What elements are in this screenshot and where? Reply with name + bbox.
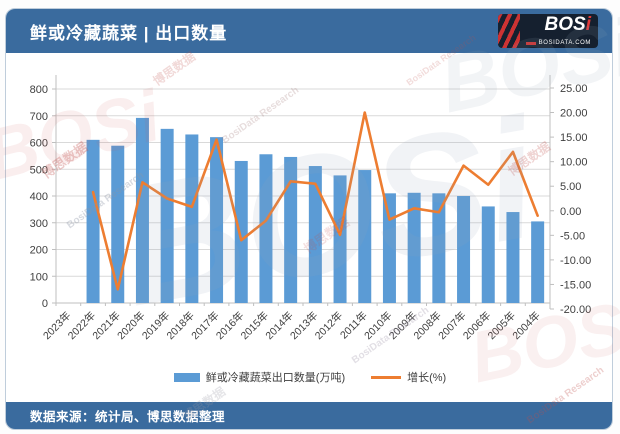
svg-text:800: 800 xyxy=(30,84,48,96)
footer: 数据来源：统计局、博思数据整理 xyxy=(6,402,612,429)
svg-text:100: 100 xyxy=(30,271,48,283)
svg-text:25.00: 25.00 xyxy=(560,83,588,95)
svg-text:-20.00: -20.00 xyxy=(560,304,591,316)
svg-text:5.00: 5.00 xyxy=(560,181,581,193)
svg-text:2004年: 2004年 xyxy=(510,309,543,342)
svg-text:500: 500 xyxy=(30,164,48,176)
svg-text:700: 700 xyxy=(30,111,48,123)
legend-line-swatch-icon xyxy=(371,375,402,379)
logo-stripes-icon xyxy=(498,14,520,48)
svg-text:2012年: 2012年 xyxy=(312,309,345,342)
bosi-logo: BOSi BOSIDATA.COM xyxy=(498,14,598,48)
svg-text:-15.00: -15.00 xyxy=(560,279,591,291)
svg-text:20.00: 20.00 xyxy=(560,108,588,120)
logo-redbar-icon xyxy=(525,41,536,45)
chart-legend: 鲜或冷藏蔬菜出口数量(万吨) 增长(%) xyxy=(6,369,612,385)
svg-text:400: 400 xyxy=(30,191,48,203)
report-card: 鲜或冷藏蔬菜 | 出口数量 BOSi BOSIDATA.COM 0 100 200 3… xyxy=(5,8,613,430)
logo-text-accent: i xyxy=(585,14,591,35)
svg-text:200: 200 xyxy=(30,245,48,257)
legend-line-label: 增长(%) xyxy=(407,372,447,384)
logo-subtext: BOSIDATA.COM xyxy=(525,40,591,46)
legend-item-line: 增长(%) xyxy=(371,369,446,385)
data-source: 数据来源：统计局、博思数据整理 xyxy=(30,410,226,424)
svg-text:300: 300 xyxy=(30,218,48,230)
legend-item-bars: 鲜或冷藏蔬菜出口数量(万吨) xyxy=(173,369,346,385)
legend-bar-swatch-icon xyxy=(173,372,200,382)
svg-text:-10.00: -10.00 xyxy=(560,255,591,267)
chart-area: 0 100 200 300 400 500 600 700 800 25.00 20.00 15.00… xyxy=(6,53,612,404)
svg-text:0: 0 xyxy=(42,298,48,310)
logo-text: BOSi xyxy=(545,14,591,36)
page-title: 鲜或冷藏蔬菜 | 出口数量 xyxy=(30,23,228,43)
header: 鲜或冷藏蔬菜 | 出口数量 BOSi BOSIDATA.COM xyxy=(6,9,612,53)
logo-text-main: BOS xyxy=(544,14,586,35)
combo-chart: 0 100 200 300 400 500 600 700 800 25.00 20.00 15.00… xyxy=(30,75,591,342)
svg-text:0.00: 0.00 xyxy=(560,206,581,218)
svg-text:600: 600 xyxy=(30,138,48,150)
svg-text:15.00: 15.00 xyxy=(560,132,588,144)
svg-text:-5.00: -5.00 xyxy=(560,230,585,242)
svg-text:10.00: 10.00 xyxy=(560,157,588,169)
logo-domain: BOSIDATA.COM xyxy=(538,40,591,46)
legend-bar-label: 鲜或冷藏蔬菜出口数量(万吨) xyxy=(205,372,346,384)
